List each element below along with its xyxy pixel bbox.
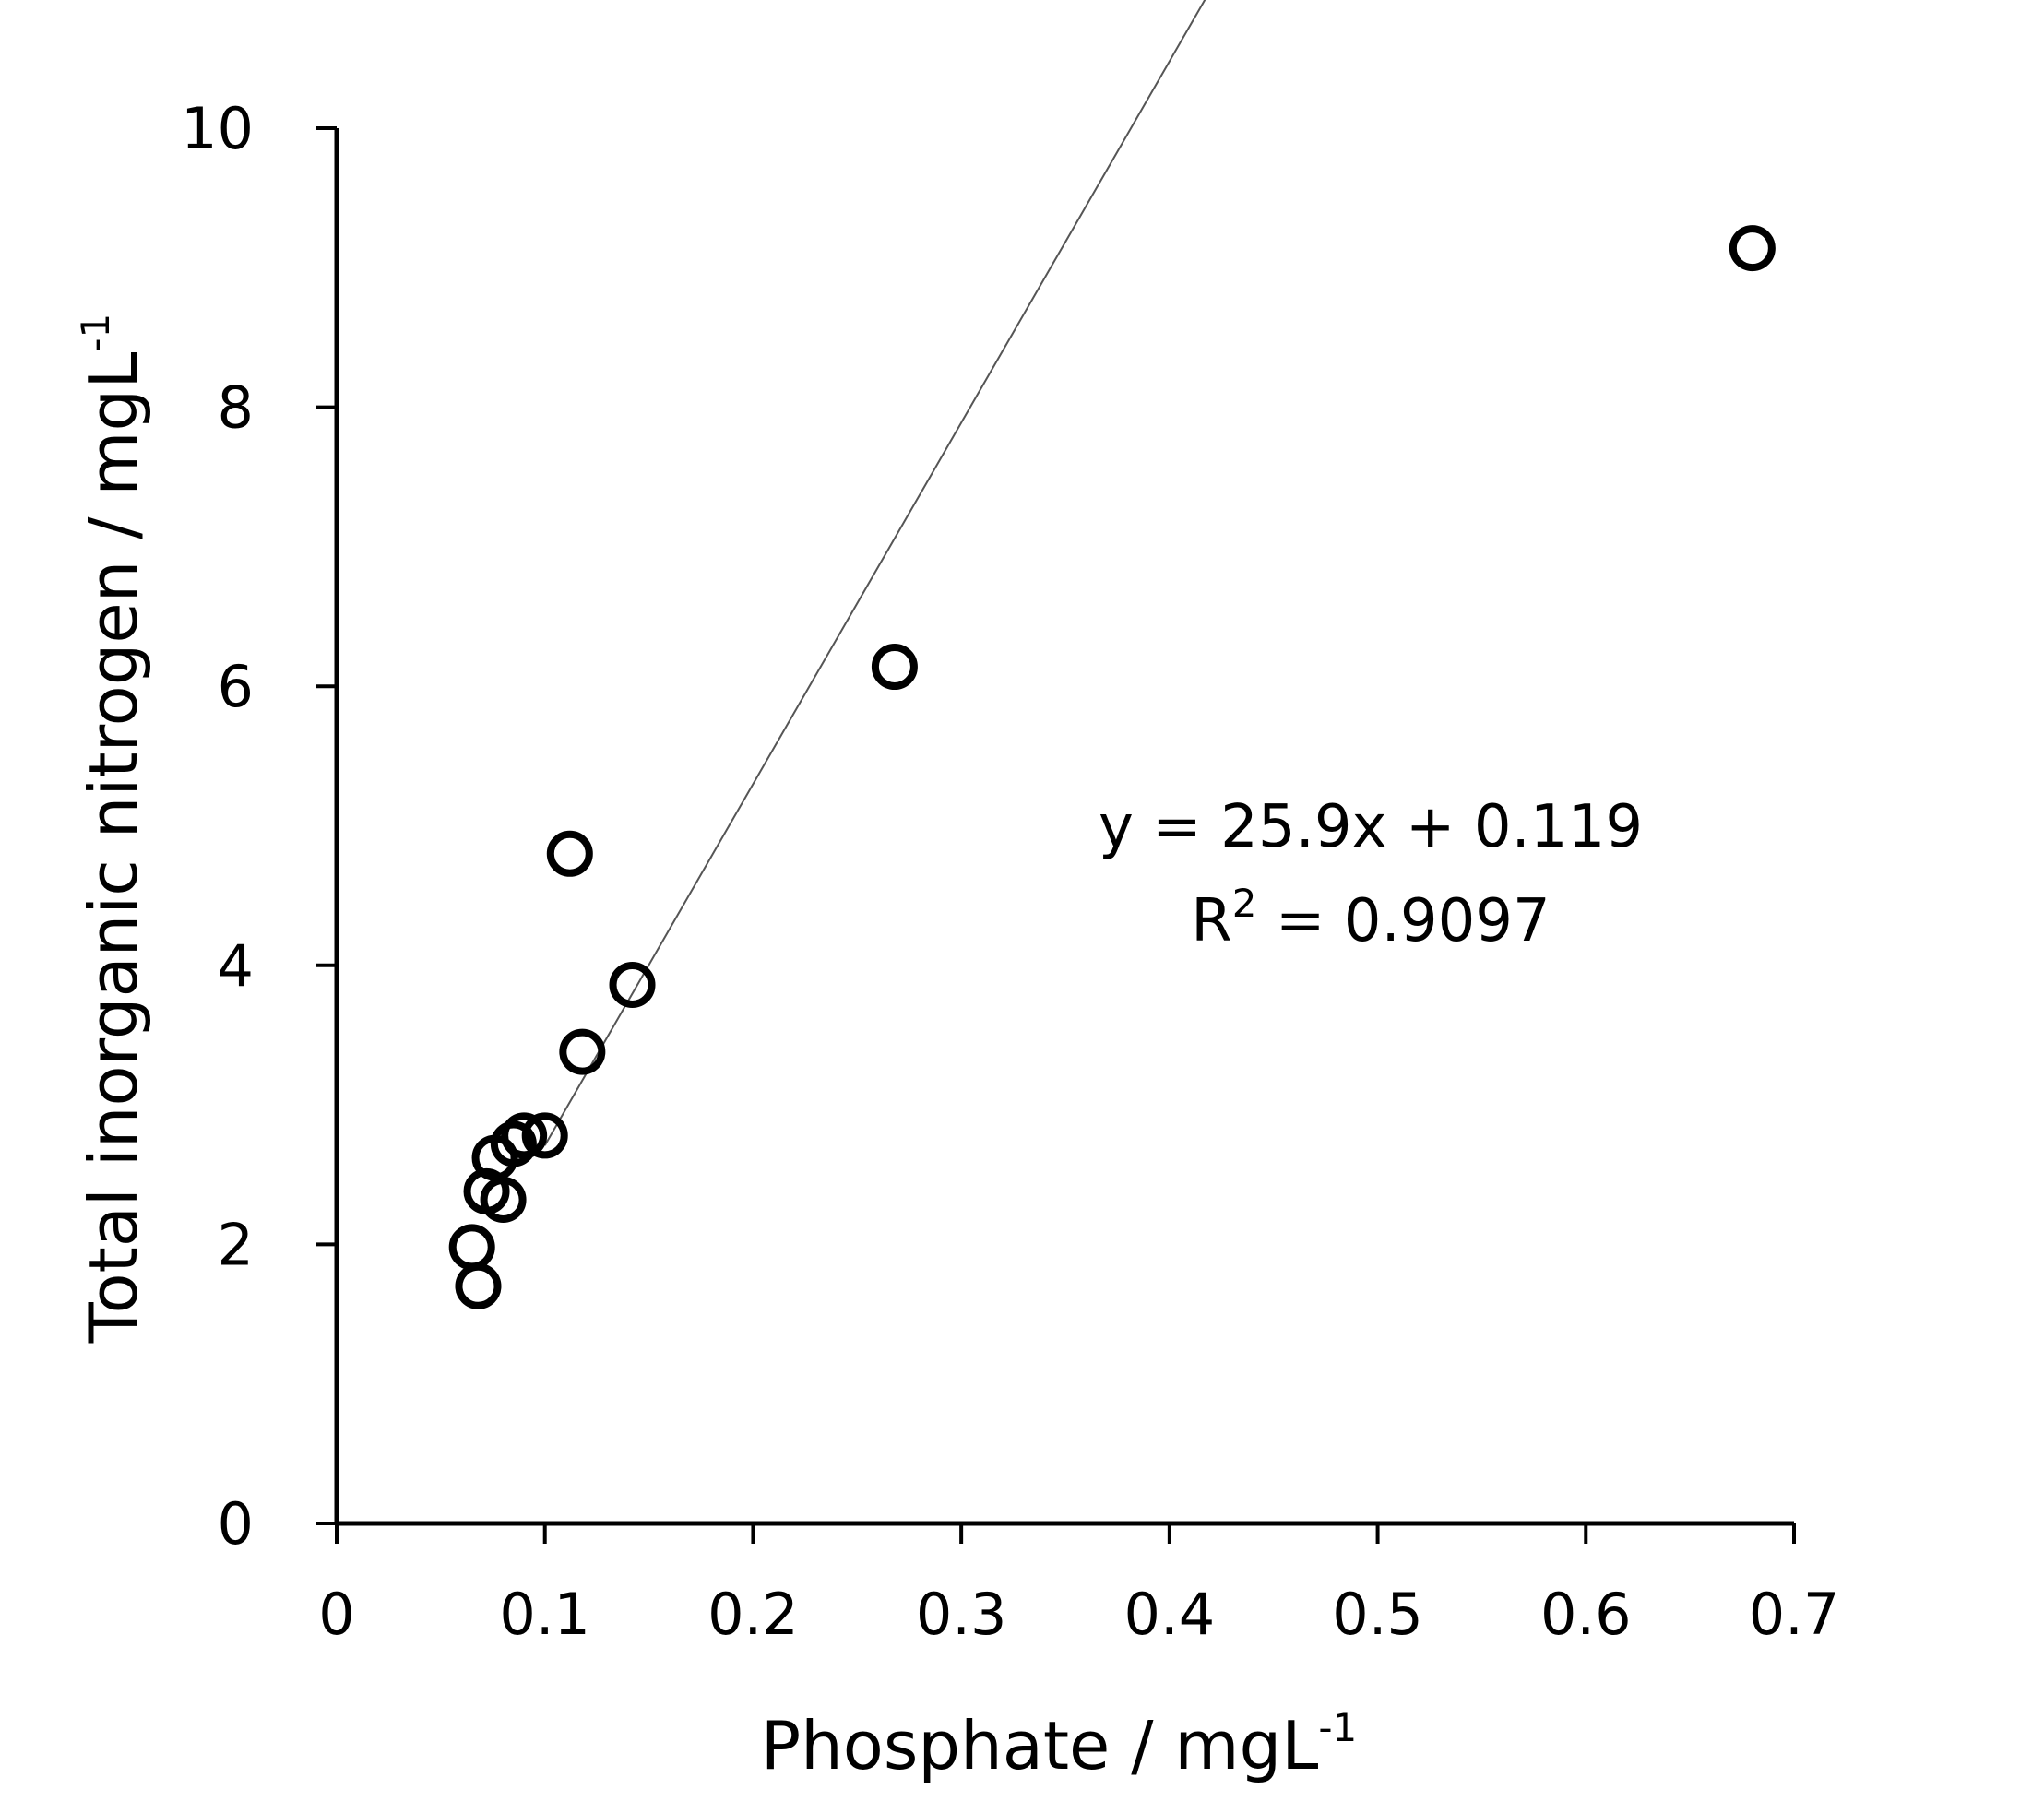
y-tick-label: 2 xyxy=(218,1211,254,1278)
x-axis-title-text: Phosphate / mgL xyxy=(761,1707,1319,1784)
y-axis-ticks: 0 2 4 6 8 10 xyxy=(181,95,337,1558)
data-point xyxy=(448,1224,495,1271)
x-tick-label: 0.5 xyxy=(1332,1581,1423,1648)
y-axis-title-superscript: -1 xyxy=(73,314,118,352)
data-point xyxy=(501,1112,548,1159)
x-tick-label: 0.7 xyxy=(1749,1581,1840,1648)
y-tick-label: 0 xyxy=(218,1490,254,1558)
data-point xyxy=(871,644,918,691)
x-tick-label: 0.4 xyxy=(1124,1581,1216,1648)
x-tick-label: 0.3 xyxy=(916,1581,1007,1648)
y-axis-title-text: Total inorganic nitrogen / mgL xyxy=(75,352,152,1345)
r-squared-label: R2 = 0.9097 xyxy=(1191,881,1550,955)
data-point xyxy=(455,1262,502,1309)
data-points xyxy=(448,225,1776,1309)
data-point xyxy=(609,961,656,1008)
y-axis-title: Total inorganic nitrogen / mgL-1 xyxy=(73,314,152,1344)
r-squared-prefix: R xyxy=(1191,887,1231,955)
data-point xyxy=(480,1176,527,1223)
x-tick-label: 0.2 xyxy=(707,1581,799,1648)
x-axis-title: Phosphate / mgL-1 xyxy=(761,1705,1357,1784)
data-point xyxy=(1729,225,1776,272)
y-tick-label: 10 xyxy=(181,95,254,162)
trendline-equation: y = 25.9x + 0.119 xyxy=(1099,793,1643,861)
y-tick-label: 8 xyxy=(218,374,254,442)
y-tick-label: 4 xyxy=(218,932,254,1000)
data-point xyxy=(490,1120,537,1167)
trendline-layer xyxy=(543,0,1206,1146)
x-axis-title-superscript: -1 xyxy=(1318,1705,1357,1750)
data-point xyxy=(546,830,593,877)
r-squared-superscript: 2 xyxy=(1232,881,1257,926)
data-point xyxy=(559,1028,606,1075)
trendline xyxy=(543,0,1206,1146)
data-point xyxy=(521,1112,568,1159)
x-tick-label: 0 xyxy=(318,1581,354,1648)
x-axis-ticks: 0 0.1 0.2 0.3 0.4 0.5 0.6 0.7 xyxy=(318,1523,1839,1648)
x-tick-label: 0.6 xyxy=(1540,1581,1632,1648)
r-squared-value: = 0.9097 xyxy=(1256,887,1550,955)
axes xyxy=(334,128,1794,1526)
x-tick-label: 0.1 xyxy=(499,1581,590,1648)
y-tick-label: 6 xyxy=(218,653,254,720)
